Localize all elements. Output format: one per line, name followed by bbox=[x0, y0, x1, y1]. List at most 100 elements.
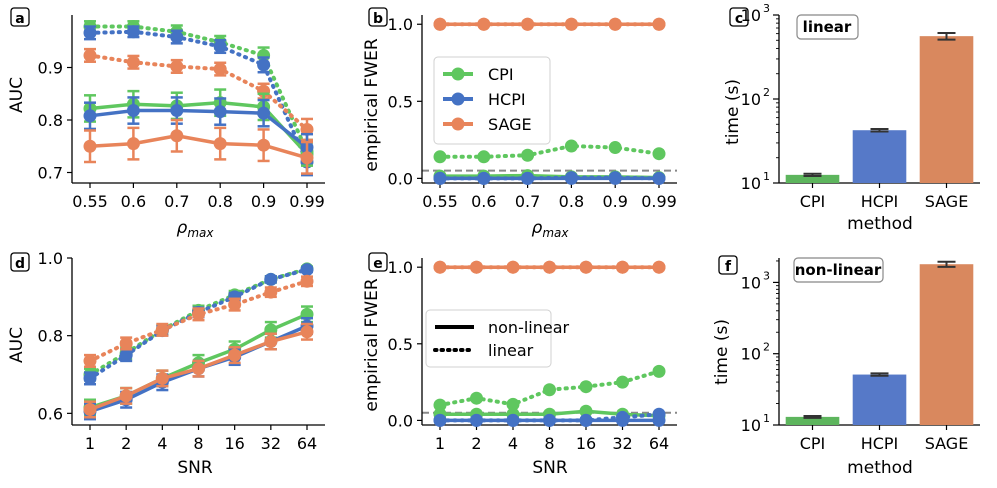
x-tick-label-e: 64 bbox=[649, 434, 669, 453]
point-cpi-linear-e bbox=[506, 397, 520, 411]
y-tick-label-d: 0.8 bbox=[38, 327, 63, 346]
x-tick-label-b: 0.9 bbox=[602, 192, 627, 211]
point-sage-linear-e bbox=[652, 260, 666, 274]
x-axis-label-e: SNR bbox=[532, 458, 568, 478]
point-hcpi-non-linear-b bbox=[608, 171, 622, 185]
y-axis-label-a: AUC bbox=[7, 77, 27, 113]
legend-label-linear: linear bbox=[488, 341, 534, 360]
point-hcpi-non-linear-e bbox=[579, 413, 593, 427]
x-axis-label-main-a: ρ bbox=[177, 218, 188, 238]
point-sage-linear-a bbox=[126, 55, 140, 69]
x-axis-label-d: SNR bbox=[177, 458, 213, 478]
point-hcpi-non-linear-b bbox=[521, 171, 535, 185]
y-axis-label-f: time (s) bbox=[712, 319, 732, 385]
panel-d: d 0.6 0.8 1.0 1 2 4 8 16 32 64 AUC SNR bbox=[7, 249, 325, 478]
point-hcpi-non-linear-a bbox=[170, 104, 184, 118]
point-cpi-linear-b bbox=[477, 150, 491, 164]
x-tick-label-a: 0.6 bbox=[121, 192, 146, 211]
panel-label-b: b bbox=[373, 11, 383, 27]
point-sage-non-linear-d bbox=[83, 402, 97, 416]
y-tick-exponent-f: 1 bbox=[763, 412, 770, 425]
panel-label-f: f bbox=[725, 259, 732, 275]
point-sage-linear-e bbox=[433, 260, 447, 274]
point-hcpi-non-linear-e bbox=[652, 413, 666, 427]
y-tick-exponent-f: 2 bbox=[763, 341, 770, 354]
point-sage-non-linear-a bbox=[126, 137, 140, 151]
chart-title-f: non-linear bbox=[795, 261, 882, 279]
point-sage-linear-e bbox=[579, 260, 593, 274]
legend-b: CPI HCPI SAGE bbox=[433, 56, 551, 145]
point-hcpi-linear-a bbox=[170, 30, 184, 44]
x-tick-label-d: 4 bbox=[157, 434, 167, 453]
series-hcpi-non-linear-e bbox=[433, 413, 666, 427]
point-cpi-linear-e bbox=[543, 383, 556, 397]
y-tick-label-c: 10 bbox=[741, 90, 761, 109]
point-sage-linear-a bbox=[83, 48, 97, 62]
point-sage-non-linear-d bbox=[264, 335, 278, 348]
point-sage-linear-d bbox=[155, 323, 169, 337]
line-cpi-non-linear-a bbox=[89, 100, 309, 156]
legend-marker-hcpi bbox=[451, 92, 465, 106]
chart-title-c: linear bbox=[803, 18, 852, 36]
x-axis-label-c: method bbox=[847, 214, 913, 234]
point-sage-non-linear-d bbox=[155, 371, 169, 385]
x-tick-label-e: 8 bbox=[544, 434, 554, 453]
panel-e: e 0.0 0.5 1.0 1 2 4 8 16 32 64 empirical FWER SN… bbox=[362, 252, 677, 478]
point-sage-linear-e bbox=[616, 260, 629, 274]
y-ticks-e: 0.0 0.5 1.0 bbox=[388, 258, 423, 430]
series-a bbox=[83, 20, 314, 177]
point-hcpi-non-linear-e bbox=[616, 413, 629, 427]
point-sage-non-linear-a bbox=[83, 139, 97, 153]
y-tick-label-a: 0.9 bbox=[38, 59, 63, 78]
y-axis-label-c: time (s) bbox=[723, 79, 743, 145]
point-sage-linear-d bbox=[119, 336, 133, 350]
x-ticks-b: 0.55 0.6 0.7 0.8 0.9 0.99 bbox=[422, 182, 677, 211]
series-sage-linear-d bbox=[83, 274, 314, 368]
point-sage-linear-e bbox=[470, 260, 483, 274]
point-hcpi-linear-a bbox=[213, 40, 227, 53]
y-tick-label-c: 10 bbox=[741, 6, 761, 25]
point-sage-linear-d bbox=[228, 298, 242, 312]
point-hcpi-linear-a bbox=[257, 58, 271, 72]
x-axis-label-sub-b: max bbox=[542, 226, 569, 240]
y-ticks-b: 0.0 0.5 1.0 bbox=[388, 15, 423, 188]
y-tick-label-c: 10 bbox=[741, 174, 761, 193]
point-sage-linear-d bbox=[264, 285, 278, 299]
y-tick-label-e: 0.5 bbox=[388, 335, 413, 354]
series-b bbox=[433, 17, 666, 185]
y-tick-label-d: 0.6 bbox=[38, 404, 63, 423]
x-tick-label-d: 16 bbox=[224, 434, 244, 453]
title-box-c bbox=[796, 14, 859, 40]
panel-label-box-a bbox=[10, 7, 30, 27]
x-tick-label-d: 8 bbox=[193, 434, 203, 453]
series-cpi-linear-e bbox=[433, 364, 666, 412]
point-sage-linear-b bbox=[652, 17, 666, 31]
y-tick-label-e: 1.0 bbox=[388, 258, 413, 277]
x-tick-label-d: 64 bbox=[297, 434, 317, 453]
line-cpi-linear-a bbox=[88, 24, 309, 154]
series-sage-linear-b bbox=[433, 17, 666, 31]
legend-label-cpi: CPI bbox=[488, 65, 514, 84]
series-sage-non-linear-d bbox=[83, 322, 314, 419]
series-hcpi-non-linear-b bbox=[433, 171, 666, 185]
y-tick-label-e: 0.0 bbox=[388, 411, 413, 430]
panel-label-e: e bbox=[373, 256, 383, 272]
x-tick-label-a: 0.99 bbox=[289, 192, 325, 211]
legend-frame-e bbox=[425, 309, 552, 368]
panel-label-box-f bbox=[718, 255, 738, 275]
x-tick-label-e: 1 bbox=[435, 434, 445, 453]
point-hcpi-linear-d bbox=[264, 272, 278, 286]
x-axis-label-b: ρmax bbox=[532, 218, 570, 240]
point-hcpi-linear-d bbox=[83, 371, 97, 385]
point-hcpi-non-linear-e bbox=[470, 413, 483, 427]
x-ticks-c: CPI HCPI SAGE bbox=[779, 182, 980, 211]
point-sage-linear-e bbox=[543, 260, 556, 274]
y-tick-exponent-c: 2 bbox=[763, 86, 770, 99]
point-sage-linear-a bbox=[170, 59, 184, 73]
bar-sage-f bbox=[919, 264, 974, 425]
point-sage-linear-d bbox=[192, 307, 205, 321]
x-tick-label-a: 0.8 bbox=[207, 192, 232, 211]
series-hcpi-non-linear-a bbox=[83, 96, 314, 162]
